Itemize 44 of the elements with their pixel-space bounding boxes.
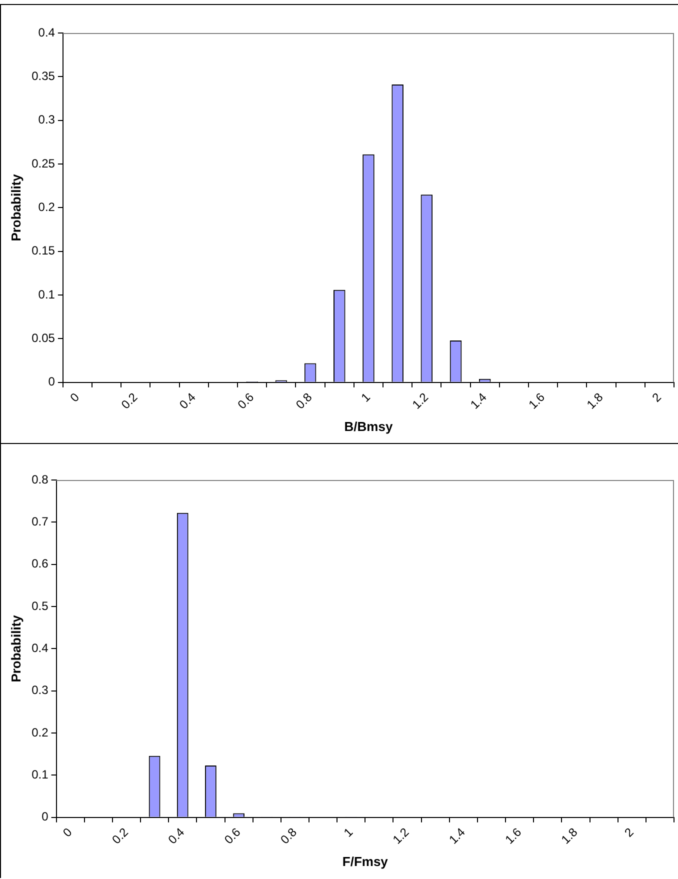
x-tick-label: 0.2 [109,824,132,847]
y-tick-label: 0.15 [32,244,56,258]
x-tick-label: 1.4 [446,824,468,847]
x-tick-label: 1.6 [526,390,548,412]
x-tick-label: 1.8 [584,390,606,412]
x-tick-label: 0.6 [234,390,257,412]
x-tick-label: 0 [60,824,76,840]
x-tick-label: 1.6 [502,824,524,847]
y-tick-label: 0.05 [32,331,56,346]
x-tick-label: 0.2 [118,390,140,412]
y-tick-label: 0.4 [32,641,49,656]
x-tick-label: 0.6 [222,824,244,847]
x-tick-label: 1 [358,390,374,405]
x-axis-title: B/Bmsy [344,418,394,434]
y-tick-label: 0.5 [32,598,49,613]
y-axis-title: Probability [8,173,24,242]
y-tick-label: 0.25 [32,156,56,170]
x-tick-label: 1.2 [390,824,412,847]
y-tick-label: 0.6 [32,556,49,571]
y-tick-label: 0.1 [38,287,56,302]
x-tick-label: 2 [649,390,664,405]
y-tick-label: 0.3 [32,683,49,698]
x-tick-label: 0.8 [293,390,315,412]
x-tick-label: 1.2 [409,390,432,412]
x-tick-label: 0.8 [278,824,300,847]
x-tick-label: 0.4 [176,390,199,412]
x-tick-label: 1 [340,824,356,840]
y-tick-label: 0.35 [32,68,56,83]
y-tick-label: 0 [48,374,56,389]
y-tick-label: 0.2 [32,725,49,740]
x-axis-title: F/Fmsy [342,854,389,869]
x-tick-label: 0 [67,390,82,405]
x-tick-label: 1.4 [468,390,490,412]
y-tick-label: 0.7 [32,514,49,528]
x-tick-label: 2 [622,824,637,840]
y-axis-title: Probability [8,614,24,682]
y-tick-label: 0.2 [38,200,56,214]
y-tick-label: 0.1 [32,768,49,782]
x-tick-label: 0.4 [165,824,188,847]
y-tick-label: 0.3 [38,112,56,127]
y-tick-label: 0.8 [32,472,49,486]
y-tick-label: 0 [42,810,49,824]
x-tick-label: 1.8 [558,824,580,847]
y-tick-label: 0.4 [38,25,56,40]
